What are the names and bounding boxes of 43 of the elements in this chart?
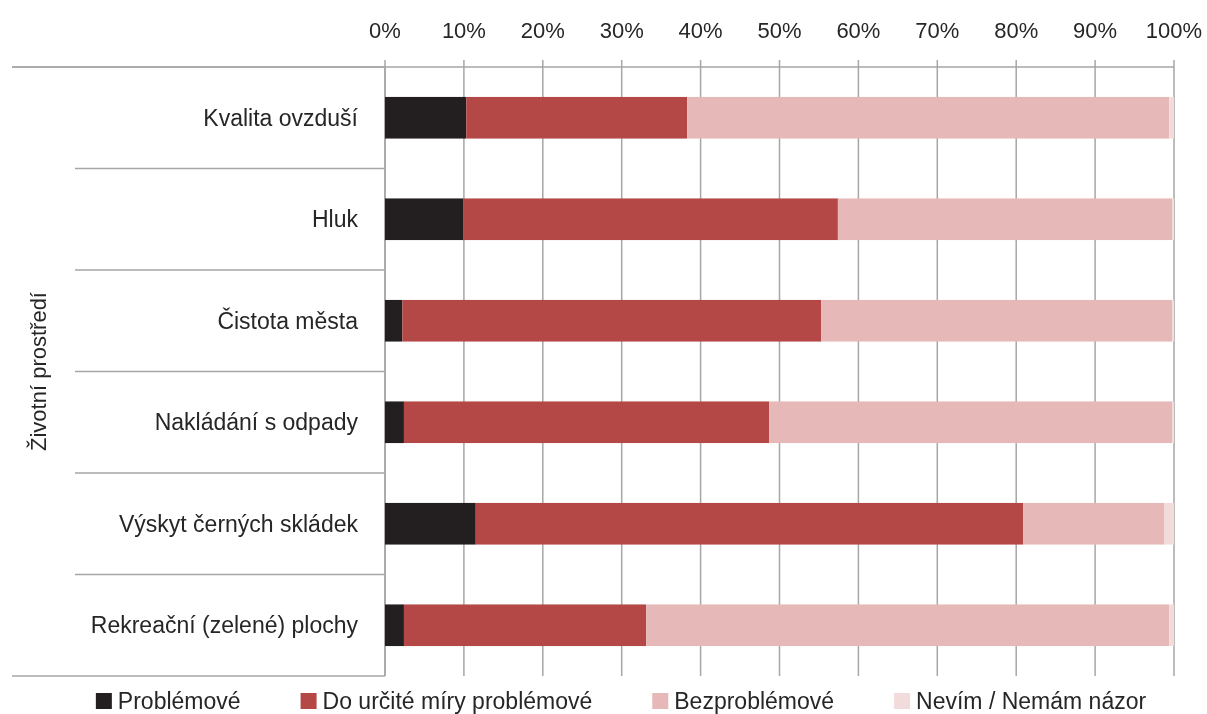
bar [466,96,688,139]
bar [837,198,1173,241]
x-tick-label: 60% [836,18,881,43]
y-tick-label: Nakládání s odpady [154,409,359,436]
bar [402,299,822,342]
bar [385,299,403,342]
legend-label: Problémové [117,688,241,714]
x-tick-label: 40% [678,18,723,43]
legend-label: Do určité míry problémové [322,688,593,714]
bar [475,502,1024,545]
bar [385,401,404,444]
bar [385,198,464,241]
bar [403,401,770,444]
x-tick-label: 100% [1145,18,1203,43]
y-tick-label: Hluk [311,206,359,233]
bar [1023,502,1165,545]
y-tick-label: Výskyt černých skládek [118,510,359,537]
x-tick-label: 20% [520,18,565,43]
y-tick-label: Kvalita ovzduší [203,104,359,131]
y-tick-label: Rekreační (zelené) plochy [90,612,359,639]
bar [1169,96,1174,139]
x-tick-label: 70% [915,18,960,43]
bar [403,604,647,647]
y-tick-label: Čistota města [217,306,359,334]
bar [385,502,476,545]
legend-label: Bezproblémové [674,688,835,714]
bar [385,604,404,647]
bar [1169,604,1174,647]
bar [1164,502,1174,545]
x-tick-label: 30% [599,18,644,43]
x-tick-label: 80% [994,18,1039,43]
y-axis-title: Životní prostředí [25,292,51,451]
bar [385,96,467,139]
bar [769,401,1173,444]
x-tick-label: 50% [757,18,802,43]
x-tick-label: 90% [1073,18,1118,43]
bar [463,198,838,241]
bar [646,604,1170,647]
x-tick-label: 0% [369,18,401,43]
x-tick-label: 10% [441,18,486,43]
bar [687,96,1170,139]
legend-label: Nevím / Nemám názor [916,688,1147,714]
bar [821,299,1173,342]
